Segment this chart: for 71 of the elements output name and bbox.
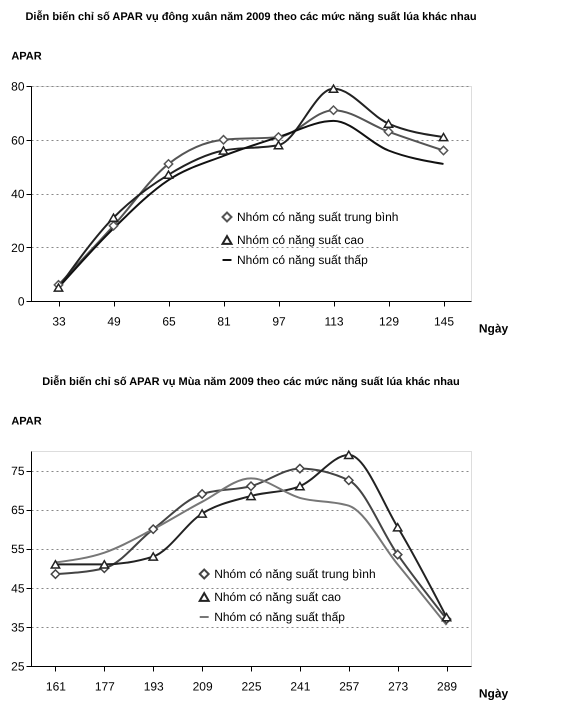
point: [442, 612, 452, 622]
x-axis-title: Ngày: [478, 686, 508, 700]
point: [328, 105, 338, 116]
point: [274, 140, 284, 150]
y-tick-label: 40: [11, 187, 25, 201]
point: [148, 524, 158, 534]
x-tick-label: 81: [217, 314, 231, 328]
point: [384, 126, 394, 137]
y-tick-label: 75: [11, 464, 25, 478]
point: [392, 522, 403, 532]
x-tick-label: 225: [241, 680, 262, 694]
point: [197, 509, 208, 518]
y-tick-label: 80: [11, 80, 25, 94]
x-tick-label: 193: [144, 680, 164, 694]
point: [148, 552, 158, 561]
x-tick-label: 97: [272, 314, 286, 328]
x-tick-label: 241: [290, 680, 311, 694]
chart-title: Diễn biến chỉ số APAR vụ Mùa năm 2009 theo các mức năng suất lúa khác nhau: [42, 375, 460, 388]
point: [218, 146, 228, 155]
x-tick-label: 289: [437, 680, 458, 694]
x-axis-title: Ngày: [478, 322, 508, 336]
y-tick-label: 55: [11, 542, 25, 556]
chart-title: Diễn biến chỉ số APAR vụ đông xuân năm 2009 theo các mức năng suất lúa khác nhau: [25, 10, 477, 23]
x-tick-label: 209: [192, 680, 213, 694]
x-tick-label: 257: [339, 680, 360, 694]
legend-label: Nhóm có năng suất thấp: [237, 253, 368, 267]
legend-label: Nhóm có năng suất cao: [214, 590, 342, 604]
point: [438, 132, 448, 142]
point: [438, 146, 448, 156]
x-tick-label: 49: [107, 314, 121, 328]
point: [328, 84, 338, 94]
legend-label: Nhóm có năng suất thấp: [214, 610, 346, 624]
x-tick-label: 145: [434, 314, 454, 328]
point: [246, 481, 256, 492]
y-axis-title: APAR: [11, 416, 42, 428]
point: [246, 492, 256, 500]
x-tick-label: 161: [46, 680, 66, 694]
point: [384, 119, 394, 128]
x-tick-label: 33: [52, 314, 66, 328]
y-tick-label: 35: [11, 620, 25, 634]
x-tick-label: 113: [324, 314, 344, 328]
point: [50, 569, 60, 580]
point: [164, 170, 174, 180]
legend-label: Nhóm có năng suất cao: [237, 233, 364, 247]
point: [218, 134, 228, 145]
legend-label: Nhóm có năng suất trung bình: [237, 210, 398, 224]
y-axis-title: APAR: [11, 50, 42, 62]
x-tick-label: 177: [94, 680, 116, 694]
point: [197, 489, 208, 499]
y-tick-label: 60: [11, 133, 25, 148]
point: [294, 482, 305, 491]
point: [108, 213, 118, 222]
y-tick-label: 0: [18, 294, 25, 308]
point: [99, 560, 110, 569]
y-tick-label: 20: [11, 240, 25, 255]
y-tick-label: 65: [11, 503, 25, 518]
x-tick-label: 129: [378, 314, 400, 328]
point: [54, 283, 64, 292]
point: [344, 450, 354, 460]
legend-label: Nhóm có năng suất trung bình: [214, 567, 376, 581]
point: [392, 550, 403, 560]
y-tick-label: 25: [11, 660, 25, 674]
x-tick-label: 273: [388, 680, 408, 694]
point: [108, 220, 118, 231]
point: [274, 132, 284, 142]
point: [164, 159, 174, 169]
y-tick-label: 45: [11, 581, 25, 596]
point: [294, 464, 305, 474]
point: [50, 560, 60, 569]
x-tick-label: 65: [162, 314, 176, 328]
point: [344, 475, 354, 486]
